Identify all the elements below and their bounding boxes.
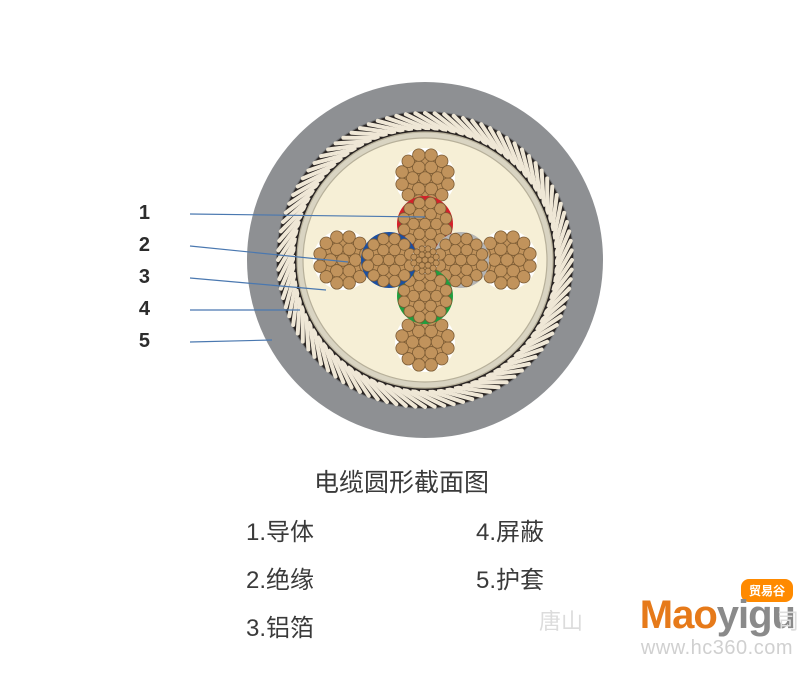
watermark-faint-left: 唐山	[539, 604, 583, 636]
legend-2: 2.绝缘	[246, 560, 314, 595]
legend-5: 5.护套	[476, 560, 544, 595]
watermark-faint-right: 司	[777, 604, 799, 636]
watermark-site: www.hc360.com	[641, 637, 793, 660]
cable-cross-section-diagram: 1 2 3 4 5 电缆圆形截面图 1.导体 2.绝缘 3.铝箔 4.屏蔽 5.…	[0, 0, 803, 674]
callout-4-number: 4	[120, 298, 150, 321]
diagram-title: 电缆圆形截面图	[0, 463, 803, 499]
legend-1: 1.导体	[246, 512, 314, 547]
callout-5-number: 5	[120, 330, 150, 353]
callout-1-number: 1	[120, 202, 150, 225]
legend-4: 4.屏蔽	[476, 512, 544, 547]
watermark-brand: Maoyigu	[640, 593, 795, 638]
callout-3-number: 3	[120, 266, 150, 289]
watermark-brand-part1: Mao	[640, 593, 717, 637]
callout-2-number: 2	[120, 234, 150, 257]
legend-3: 3.铝箔	[246, 608, 314, 643]
